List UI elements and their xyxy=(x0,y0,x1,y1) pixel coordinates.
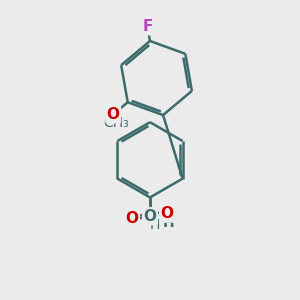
Text: O: O xyxy=(107,107,120,122)
Text: O: O xyxy=(143,208,157,224)
Text: H: H xyxy=(163,216,175,230)
Text: O: O xyxy=(143,208,157,224)
Text: O: O xyxy=(107,107,120,122)
Text: O: O xyxy=(160,206,173,221)
Text: F: F xyxy=(142,19,153,34)
Text: O: O xyxy=(160,206,173,221)
Text: H: H xyxy=(150,218,160,232)
Text: O: O xyxy=(125,211,139,226)
Text: CH₃: CH₃ xyxy=(103,116,129,130)
Text: O: O xyxy=(125,211,139,226)
Text: F: F xyxy=(142,19,153,34)
